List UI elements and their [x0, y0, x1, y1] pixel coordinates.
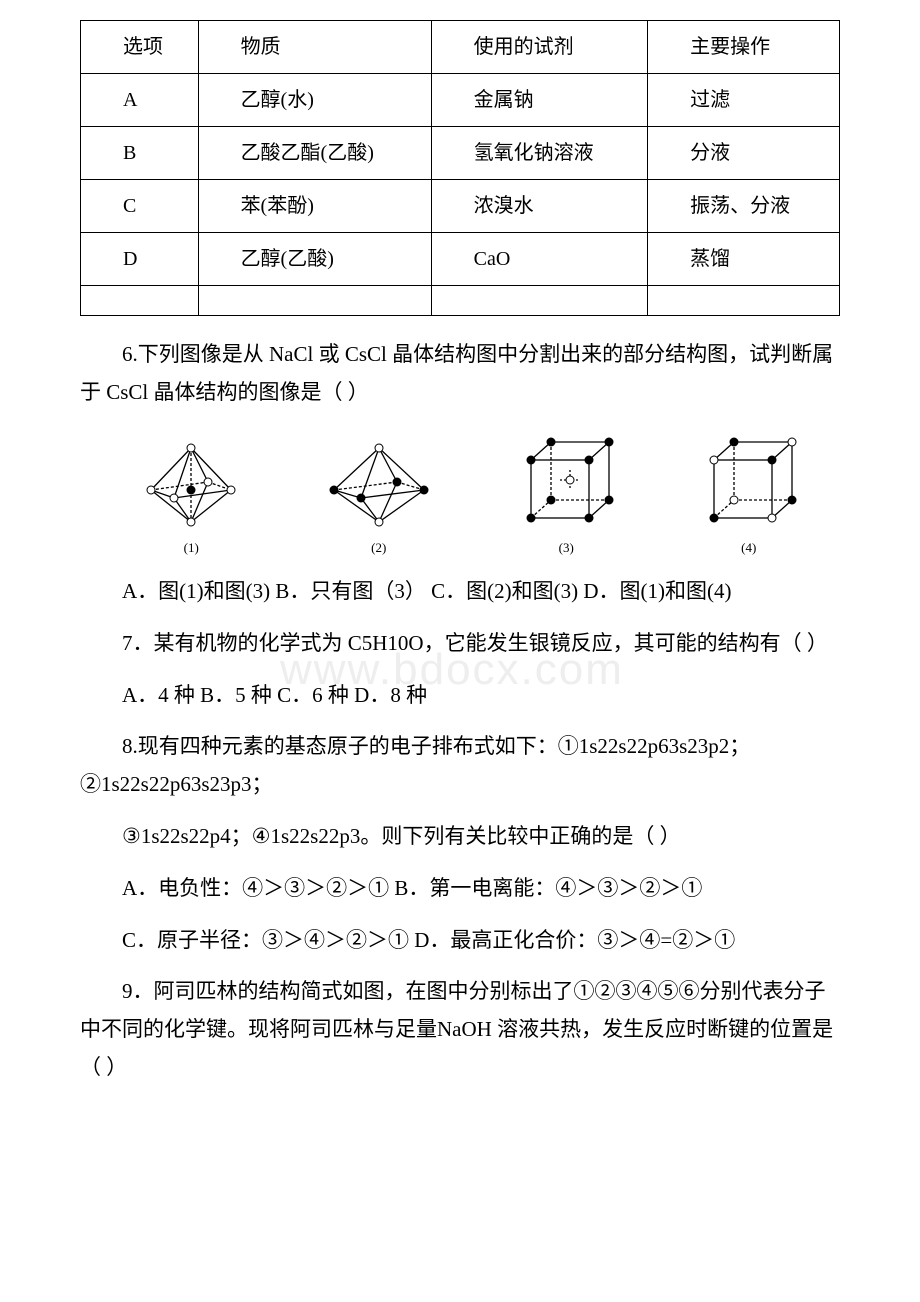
reagent-table: 选项 物质 使用的试剂 主要操作 A 乙醇(水) 金属钠 过滤 B 乙酸乙酯(乙…: [80, 20, 840, 316]
crystal-diagrams: (1) (2): [80, 430, 840, 559]
q6-options: A．图(1)和图(3) B．只有图（3） C．图(2)和图(3) D．图(1)和…: [80, 573, 840, 611]
col-option: 选项: [81, 21, 199, 74]
diagram-2: (2): [319, 440, 439, 559]
col-operation: 主要操作: [648, 21, 840, 74]
q7-options: A．4 种 B．5 种 C．6 种 D．8 种: [80, 677, 840, 715]
col-substance: 物质: [198, 21, 431, 74]
diagram-3-label: (3): [559, 536, 574, 559]
q8-line4: C．原子半径：③＞④＞②＞① D．最高正化合价：③＞④=②＞①: [80, 922, 840, 960]
table-header-row: 选项 物质 使用的试剂 主要操作: [81, 21, 840, 74]
diagram-2-label: (2): [371, 536, 386, 559]
table-empty-row: [81, 286, 840, 316]
q8-line3: A．电负性：④＞③＞②＞① B．第一电离能：④＞③＞②＞①: [80, 870, 840, 908]
q9-text: 9．阿司匹林的结构简式如图，在图中分别标出了①②③④⑤⑥分别代表分子中不同的化学…: [80, 973, 840, 1086]
col-reagent: 使用的试剂: [431, 21, 648, 74]
q6-text: 6.下列图像是从 NaCl 或 CsCl 晶体结构图中分割出来的部分结构图，试判…: [80, 336, 840, 412]
q8-line1: 8.现有四种元素的基态原子的电子排布式如下：①1s22s22p63s23p2；②…: [80, 728, 840, 804]
diagram-1: (1): [136, 440, 246, 559]
q8-line2: ③1s22s22p4；④1s22s22p3。则下列有关比较中正确的是（ ）: [80, 818, 840, 856]
q7-text: 7．某有机物的化学式为 C5H10O，它能发生银镜反应，其可能的结构有（ ）: [80, 625, 840, 663]
table-row: A 乙醇(水) 金属钠 过滤: [81, 74, 840, 127]
diagram-4-label: (4): [741, 536, 756, 559]
table-row: D 乙醇(乙酸) CaO 蒸馏: [81, 233, 840, 286]
table-row: B 乙酸乙酯(乙酸) 氢氧化钠溶液 分液: [81, 127, 840, 180]
diagram-1-label: (1): [184, 536, 199, 559]
diagram-3: (3): [511, 430, 621, 559]
table-row: C 苯(苯酚) 浓溴水 振荡、分液: [81, 180, 840, 233]
diagram-4: (4): [694, 430, 804, 559]
